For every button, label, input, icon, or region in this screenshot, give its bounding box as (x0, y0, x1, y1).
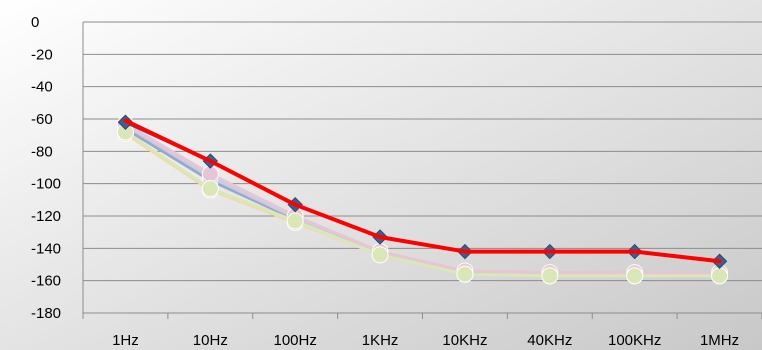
axes (82, 22, 762, 319)
y-tick-label: -60 (31, 111, 53, 128)
series-line (123, 122, 722, 275)
series-line (123, 118, 722, 264)
data-point (286, 212, 304, 230)
y-tick-label: -180 (31, 305, 61, 322)
data-point (456, 265, 474, 283)
series-layer (116, 114, 729, 285)
data-point (371, 246, 389, 264)
x-tick-label: 10KHz (442, 332, 487, 349)
gridlines (83, 21, 762, 314)
x-tick-label: 1Hz (112, 332, 139, 349)
x-tick-label: 10Hz (193, 332, 228, 349)
y-axis-tick-labels: 0 -20 -40 -60 -80 -100 -120 -140 -160 -180 (31, 14, 61, 322)
y-tick-label: -120 (31, 208, 61, 225)
data-point (541, 267, 559, 285)
data-point (626, 267, 644, 285)
data-point (711, 267, 729, 285)
x-axis-tick-labels: 1Hz 10Hz 100Hz 1KHz 10KHz 40KHz 100KHz 1MHz (112, 332, 739, 349)
y-tick-label: -140 (31, 240, 61, 257)
x-tick-label: 1MHz (700, 332, 739, 349)
series-4 (116, 123, 729, 285)
y-tick-label: -160 (31, 273, 61, 290)
series-6 (123, 118, 722, 264)
x-tick-label: 40KHz (527, 332, 572, 349)
x-tick-label: 100KHz (608, 332, 661, 349)
data-point (201, 180, 219, 198)
series-line (123, 130, 722, 278)
x-tick-label: 100Hz (274, 332, 317, 349)
y-tick-label: -40 (31, 79, 53, 96)
y-tick-label: 0 (31, 14, 39, 31)
y-tick-label: -100 (31, 176, 61, 193)
x-tick-label: 1KHz (362, 332, 399, 349)
y-tick-label: -80 (31, 143, 53, 160)
y-tick-label: -20 (31, 46, 53, 63)
